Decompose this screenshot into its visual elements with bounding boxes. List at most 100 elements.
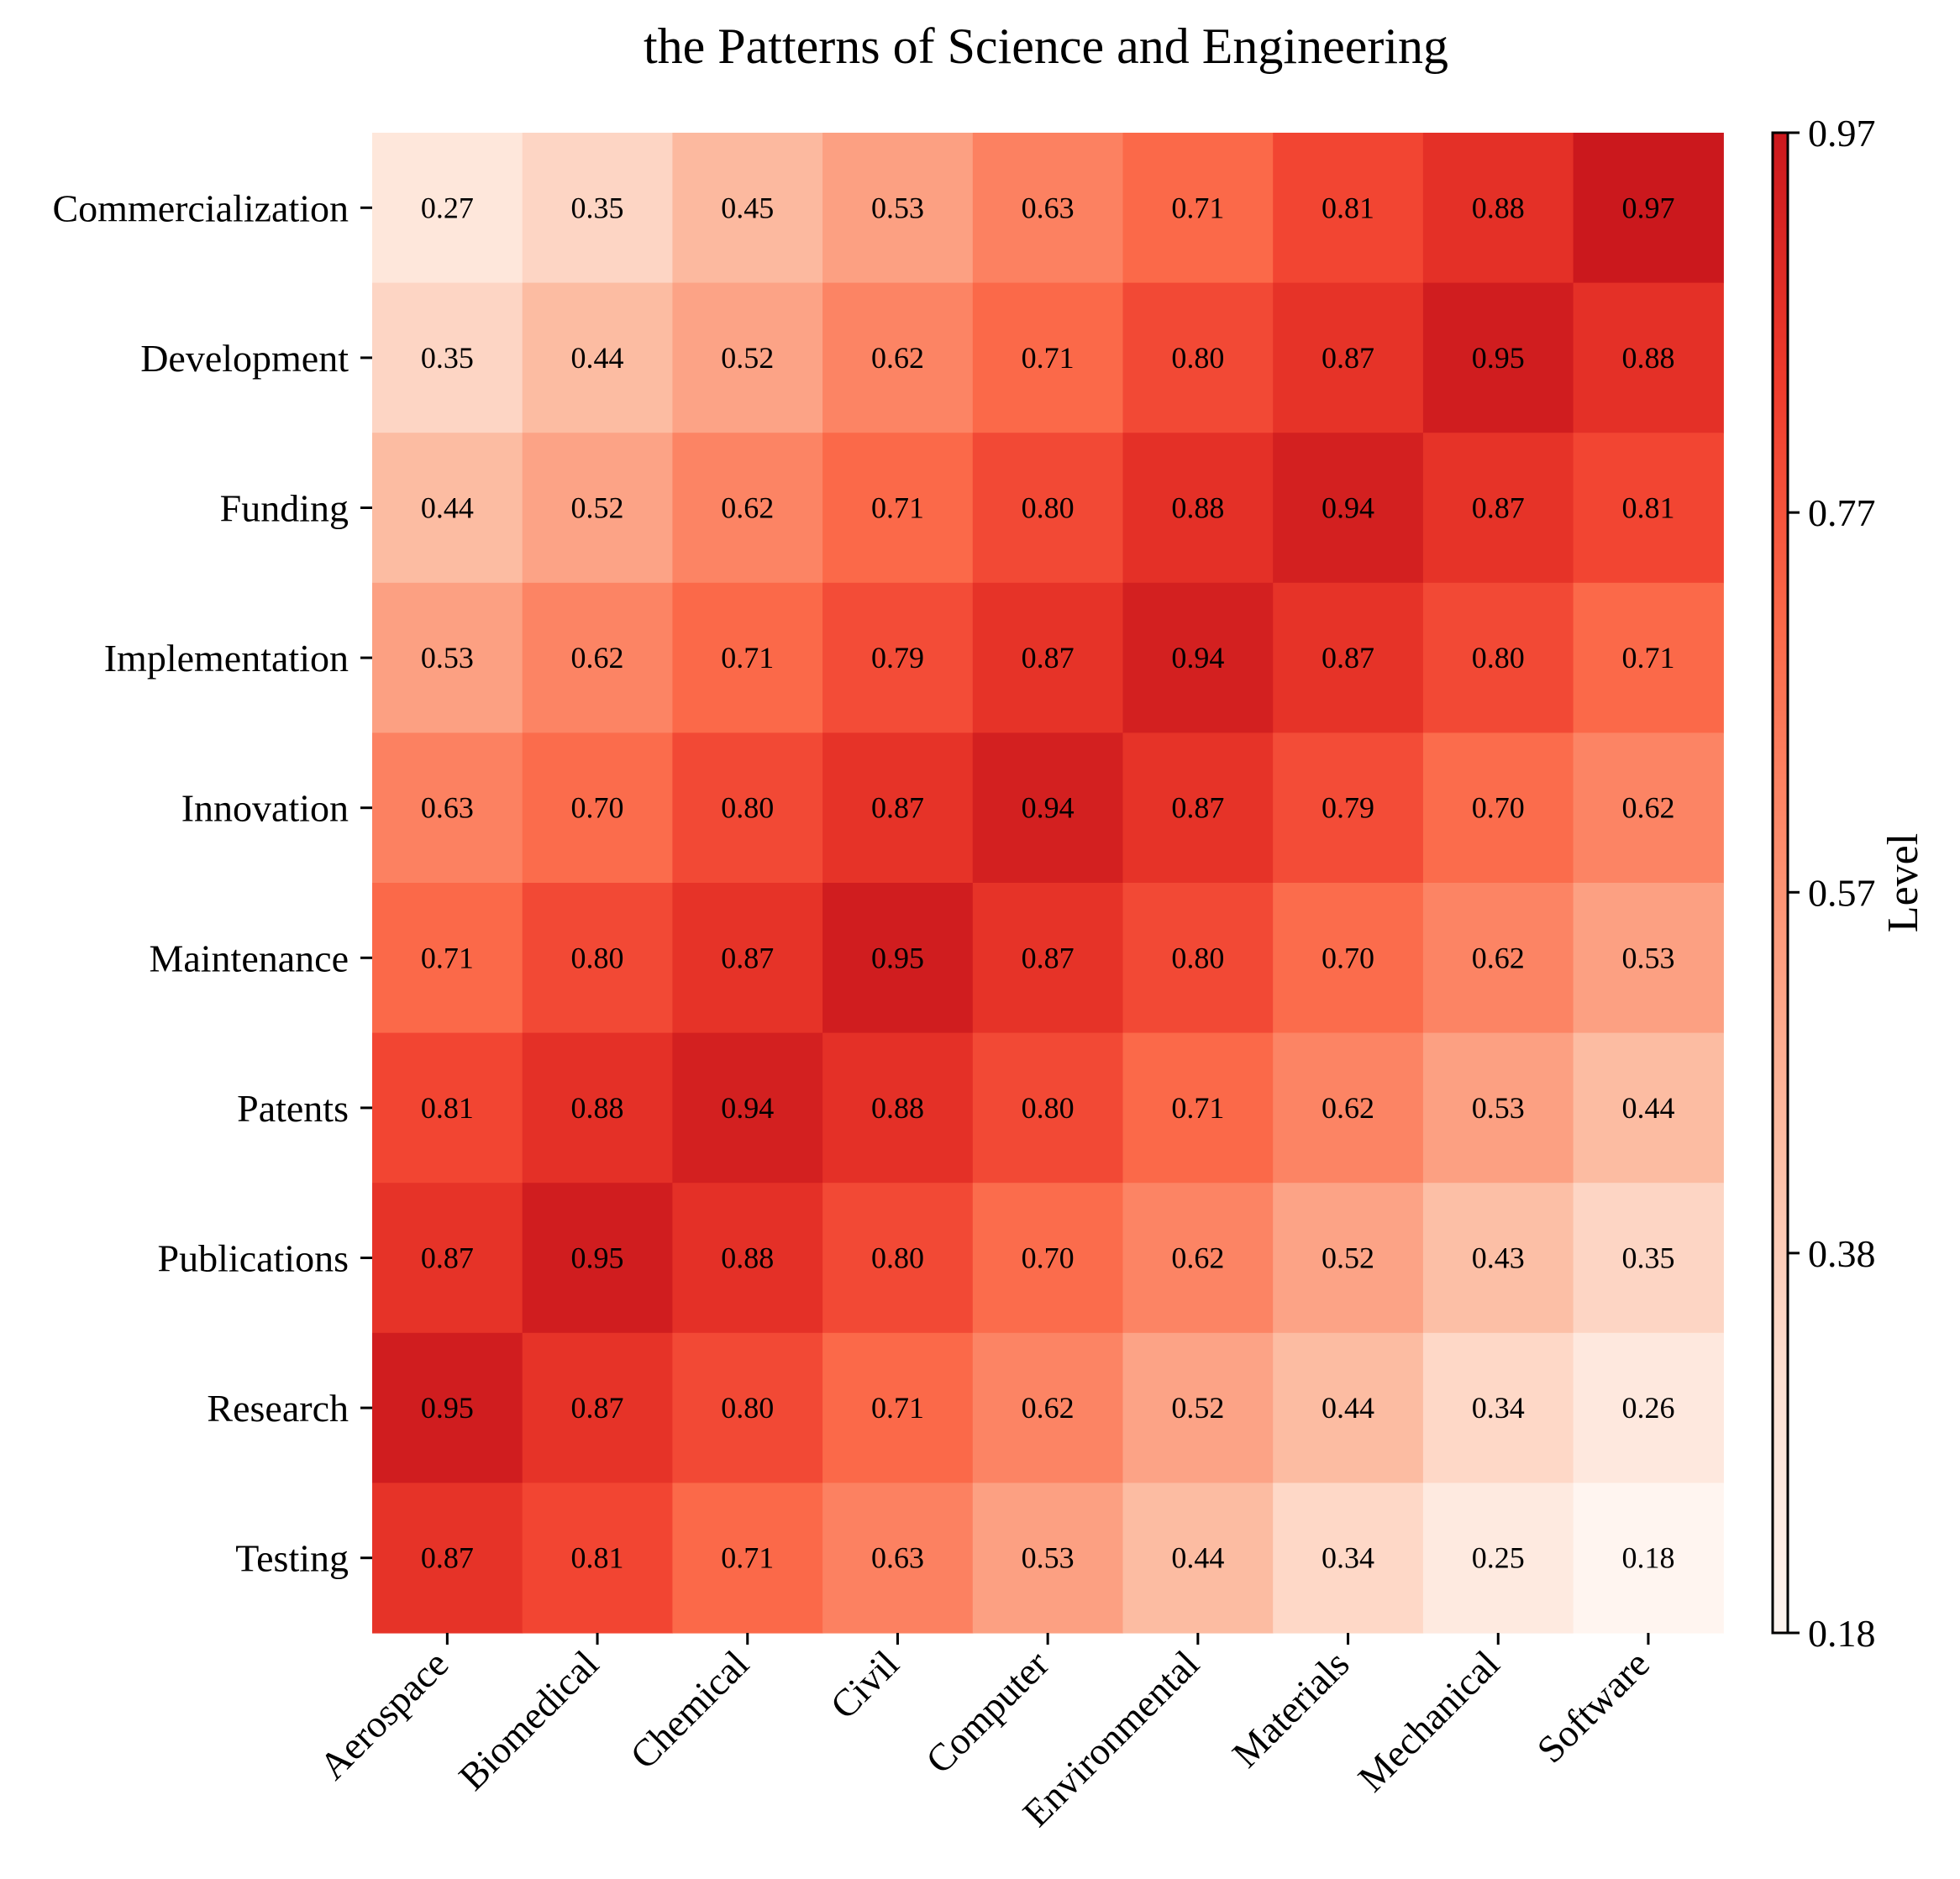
heatmap-cell-development-biomedical bbox=[522, 282, 673, 433]
cell-value-label: 0.71 bbox=[1621, 641, 1674, 674]
heatmap-cell-innovation-chemical bbox=[672, 732, 823, 884]
heatmap-cells: 0.27 0.35 0.45 0.53 0.63 0.71 0.81 0.88 0.97 0.35… bbox=[372, 133, 1724, 1634]
cell-value-label: 0.80 bbox=[721, 1391, 774, 1425]
cell-value-label: 0.63 bbox=[421, 791, 474, 825]
cell-value-label: 0.63 bbox=[871, 1541, 924, 1575]
x-tick-label: Software bbox=[1529, 1642, 1658, 1771]
heatmap-cell-implementation-mechanical bbox=[1422, 582, 1574, 733]
heatmap-cell-commercialization-computer bbox=[972, 133, 1124, 284]
heatmap-cell-commercialization-mechanical bbox=[1422, 133, 1574, 284]
heatmap-cell-development-mechanical bbox=[1422, 282, 1574, 433]
heatmap-cell-publications-aerospace bbox=[372, 1183, 523, 1334]
heatmap-cell-commercialization-civil bbox=[822, 133, 974, 284]
heatmap-cell-maintenance-chemical bbox=[672, 883, 823, 1034]
y-tick-label: Research bbox=[207, 1387, 349, 1430]
heatmap-cell-innovation-civil bbox=[822, 732, 974, 884]
cell-value-label: 0.62 bbox=[1171, 1241, 1224, 1275]
heatmap-cell-innovation-software bbox=[1573, 732, 1724, 884]
cell-value-label: 0.52 bbox=[1171, 1391, 1224, 1425]
heatmap-cell-commercialization-chemical bbox=[672, 133, 823, 284]
heatmap-cell-research-materials bbox=[1273, 1332, 1424, 1483]
heatmap-cell-maintenance-software bbox=[1573, 883, 1724, 1034]
cell-value-label: 0.80 bbox=[1022, 1091, 1075, 1125]
heatmap-cell-funding-mechanical bbox=[1422, 433, 1574, 584]
heatmap-cell-patents-mechanical bbox=[1422, 1032, 1574, 1184]
heatmap-cell-implementation-chemical bbox=[672, 582, 823, 733]
colorbar-gradient bbox=[1771, 131, 1789, 1635]
cell-value-label: 0.71 bbox=[721, 641, 774, 674]
colorbar: 0.18 0.38 0.57 0.77 0.97 Level bbox=[1771, 112, 1927, 1655]
cell-value-label: 0.81 bbox=[571, 1541, 624, 1575]
cell-value-label: 0.71 bbox=[421, 941, 474, 974]
cell-value-label: 0.62 bbox=[721, 491, 774, 525]
heatmap-cell-testing-mechanical bbox=[1422, 1483, 1574, 1634]
heatmap-cell-patents-chemical bbox=[672, 1032, 823, 1184]
heatmap-cell-innovation-aerospace bbox=[372, 732, 523, 884]
heatmap-cell-maintenance-civil bbox=[822, 883, 974, 1034]
cell-value-label: 0.18 bbox=[1621, 1541, 1674, 1575]
cell-value-label: 0.70 bbox=[1022, 1241, 1075, 1275]
cell-value-label: 0.44 bbox=[1171, 1541, 1224, 1575]
x-tick-label: Mechanical bbox=[1350, 1642, 1508, 1800]
heatmap-cell-publications-chemical bbox=[672, 1183, 823, 1334]
cell-value-label: 0.97 bbox=[1621, 191, 1674, 224]
cell-value-label: 0.88 bbox=[571, 1091, 624, 1125]
colorbar-label: Level bbox=[1879, 833, 1927, 932]
cell-value-label: 0.81 bbox=[421, 1091, 474, 1125]
cell-value-label: 0.63 bbox=[1022, 191, 1075, 224]
cell-value-label: 0.80 bbox=[1022, 491, 1075, 525]
heatmap-cell-funding-aerospace bbox=[372, 433, 523, 584]
cell-value-label: 0.62 bbox=[1621, 791, 1674, 825]
cell-value-label: 0.71 bbox=[721, 1541, 774, 1575]
heatmap-cell-patents-civil bbox=[822, 1032, 974, 1184]
cell-value-label: 0.87 bbox=[421, 1541, 474, 1575]
cell-value-label: 0.95 bbox=[571, 1241, 624, 1275]
y-tick-label: Innovation bbox=[181, 787, 349, 830]
cell-value-label: 0.71 bbox=[871, 491, 924, 525]
colorbar-tick-label: 0.18 bbox=[1808, 1612, 1876, 1655]
y-tick-label: Publications bbox=[158, 1237, 349, 1280]
heatmap-cell-testing-computer bbox=[972, 1483, 1124, 1634]
y-tick-label: Maintenance bbox=[149, 937, 349, 979]
cell-value-label: 0.87 bbox=[1022, 941, 1075, 974]
cell-value-label: 0.81 bbox=[1322, 191, 1374, 224]
heatmap-cell-maintenance-materials bbox=[1273, 883, 1424, 1034]
heatmap-cell-implementation-biomedical bbox=[522, 582, 673, 733]
heatmap-cell-testing-biomedical bbox=[522, 1483, 673, 1634]
cell-value-label: 0.94 bbox=[721, 1091, 774, 1125]
x-tick-label: Aerospace bbox=[311, 1642, 456, 1787]
x-tick-label: Computer bbox=[917, 1642, 1057, 1782]
heatmap-cell-funding-computer bbox=[972, 433, 1124, 584]
cell-value-label: 0.52 bbox=[571, 491, 624, 525]
cell-value-label: 0.44 bbox=[1322, 1391, 1374, 1425]
heatmap-cell-testing-aerospace bbox=[372, 1483, 523, 1634]
heatmap-cell-research-computer bbox=[972, 1332, 1124, 1483]
cell-value-label: 0.87 bbox=[721, 941, 774, 974]
cell-value-label: 0.62 bbox=[1322, 1091, 1374, 1125]
heatmap-cell-funding-civil bbox=[822, 433, 974, 584]
cell-value-label: 0.44 bbox=[1621, 1091, 1674, 1125]
colorbar-tick-label: 0.38 bbox=[1808, 1232, 1876, 1275]
cell-value-label: 0.94 bbox=[1171, 641, 1224, 674]
cell-value-label: 0.94 bbox=[1022, 791, 1075, 825]
heatmap-cell-publications-civil bbox=[822, 1183, 974, 1334]
cell-value-label: 0.62 bbox=[1022, 1391, 1075, 1425]
heatmap-cell-publications-software bbox=[1573, 1183, 1724, 1334]
colorbar-tick-label: 0.97 bbox=[1808, 112, 1876, 155]
heatmap-cell-research-chemical bbox=[672, 1332, 823, 1483]
cell-value-label: 0.88 bbox=[1472, 191, 1525, 224]
cell-value-label: 0.88 bbox=[1171, 491, 1224, 525]
x-tick-label: Civil bbox=[822, 1642, 906, 1727]
cell-value-label: 0.95 bbox=[871, 941, 924, 974]
y-axis: Commercialization Development Funding Imple… bbox=[52, 186, 372, 1580]
cell-value-label: 0.45 bbox=[721, 191, 774, 224]
heatmap-cell-development-civil bbox=[822, 282, 974, 433]
cell-value-label: 0.95 bbox=[421, 1391, 474, 1425]
heatmap-cell-patents-biomedical bbox=[522, 1032, 673, 1184]
cell-value-label: 0.34 bbox=[1322, 1541, 1374, 1575]
heatmap-cell-research-aerospace bbox=[372, 1332, 523, 1483]
cell-value-label: 0.87 bbox=[1472, 491, 1525, 525]
heatmap-cell-development-chemical bbox=[672, 282, 823, 433]
heatmap-cell-research-mechanical bbox=[1422, 1332, 1574, 1483]
